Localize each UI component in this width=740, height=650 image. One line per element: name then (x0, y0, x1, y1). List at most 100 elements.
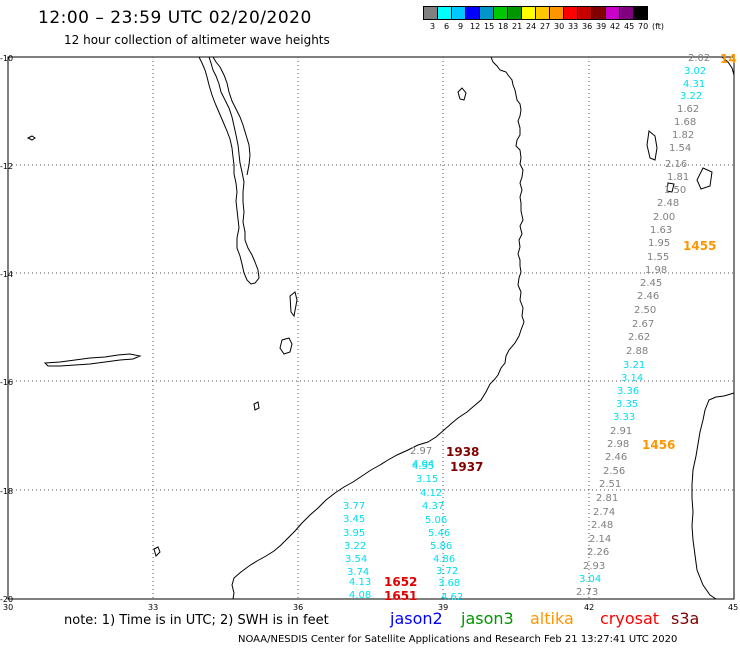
wave-height-value: 3.54 (345, 554, 368, 565)
gridlines (8, 57, 734, 599)
wave-height-value: 3.22 (680, 91, 703, 102)
wave-height-value: 4.12 (420, 488, 443, 499)
lat-tick-label: -16 (0, 378, 14, 387)
wave-height-value: 2.26 (587, 547, 610, 558)
legend-entry-jason2: jason2 (390, 609, 443, 628)
wave-height-value: 4.37 (422, 501, 445, 512)
wave-height-value: 4.04 (412, 459, 435, 470)
pass-time-label: 1455 (683, 239, 717, 253)
lon-tick-label: 39 (438, 603, 449, 612)
wave-height-value: 2.74 (593, 507, 616, 518)
wave-height-value: 1.63 (650, 225, 673, 236)
wave-height-value: 1.54 (669, 143, 692, 154)
wave-height-value: 2.16 (665, 159, 688, 170)
wave-height-value: 4.55 (412, 461, 435, 472)
colorbar-label: (ft) (652, 22, 665, 31)
wave-height-value: 3.15 (416, 474, 439, 485)
colorbar-label: 18 (498, 22, 509, 31)
colorbar-label: 42 (610, 22, 621, 31)
colorbar-label: 3 (430, 22, 436, 31)
wave-height-value: 1.98 (645, 265, 668, 276)
wave-height-value: 3.77 (343, 501, 366, 512)
pass-time-label: 1456 (642, 438, 676, 452)
wave-height-value: 1.82 (672, 130, 695, 141)
colorbar-label: 36 (582, 22, 593, 31)
map-subtitle: 12 hour collection of altimeter wave hei… (64, 33, 330, 47)
colorbar-label: 21 (512, 22, 523, 31)
wave-height-value: 2.45 (640, 278, 663, 289)
wave-height-value: 3.72 (436, 566, 459, 577)
wave-height-value: 3.36 (617, 386, 640, 397)
lon-tick-label: 30 (3, 603, 14, 612)
wave-height-value: 2.14 (589, 534, 612, 545)
lat-tick-label: -12 (0, 162, 14, 171)
wave-height-value: 1.68 (674, 117, 697, 128)
wave-height-value: 2.00 (653, 212, 676, 223)
lon-tick-label: 36 (293, 603, 304, 612)
lake-malawi (198, 56, 260, 285)
colorbar-label: 15 (484, 22, 495, 31)
wave-height-value: 2.02 (688, 53, 711, 64)
wave-height-value: 3.35 (616, 399, 639, 410)
map-title: 12:00 – 23:59 UTC 02/20/2020 (38, 8, 312, 28)
wave-height-value: 2.81 (596, 493, 619, 504)
pass-time-label: 14 (720, 52, 737, 66)
colorbar (423, 6, 648, 20)
comoros-island-3 (666, 182, 675, 193)
wave-height-value: 2.67 (632, 319, 655, 330)
lake-malawi-east-shore (212, 56, 251, 176)
wave-height-value: 5.86 (430, 541, 453, 552)
lake-chiuta (289, 291, 298, 318)
wave-height-value: 2.97 (410, 446, 433, 457)
colorbar-swatch (633, 6, 648, 20)
wave-height-value: 1.55 (647, 252, 670, 263)
wave-height-value: 2.93 (583, 561, 606, 572)
colorbar-label: 39 (596, 22, 607, 31)
wave-height-value: 2.48 (591, 520, 614, 531)
madagascar-north-tip (721, 56, 735, 76)
wave-height-value: 2.91 (610, 426, 633, 437)
pass-time-label: 1937 (450, 460, 484, 474)
wave-height-value: 1.50 (664, 185, 687, 196)
pass-time-label: 1938 (446, 445, 480, 459)
wave-height-value: 3.14 (621, 373, 644, 384)
colorbar-label: 45 (624, 22, 635, 31)
wave-height-value: 2.48 (657, 198, 680, 209)
lat-tick-label: -20 (0, 595, 14, 604)
colorbar-label: 33 (568, 22, 579, 31)
wave-height-value: 4.31 (683, 79, 706, 90)
legend-entry-cryosat: cryosat (600, 609, 660, 628)
pass-time-label: 1651 (384, 589, 418, 603)
lake-dot-nw (26, 135, 36, 141)
colorbar-label: 70 (638, 22, 649, 31)
lat-tick-label: -18 (0, 487, 14, 496)
wave-height-value: 2.73 (576, 587, 599, 598)
wave-height-value: 4.08 (349, 590, 372, 601)
coastlines (26, 56, 735, 600)
credit-line: NOAA/NESDIS Center for Satellite Applica… (238, 634, 678, 645)
wave-height-value: 2.88 (626, 346, 649, 357)
lake-cahora (253, 401, 260, 411)
wave-height-value: 2.50 (634, 305, 657, 316)
wave-height-value: 2.46 (605, 452, 628, 463)
madagascar-west-coast (691, 392, 735, 600)
wave-height-value: 2.56 (603, 466, 626, 477)
colorbar-label: 6 (444, 22, 450, 31)
pass-time-label: 1652 (384, 575, 418, 589)
colorbar-label: 24 (526, 22, 537, 31)
colorbar-label: 12 (470, 22, 481, 31)
colorbar-label: 27 (540, 22, 551, 31)
wave-height-value: 1.81 (667, 172, 690, 183)
wave-height-value: 5.06 (425, 515, 448, 526)
wave-height-value: 1.62 (677, 104, 700, 115)
lat-tick-label: -14 (0, 270, 14, 279)
legend-entry-jason3: jason3 (461, 609, 514, 628)
footer-note: note: 1) Time is in UTC; 2) SWH is in fe… (64, 613, 329, 628)
legend-entry-altika: altika (530, 609, 574, 628)
western-lake (43, 353, 142, 367)
wave-height-value: 3.21 (623, 360, 646, 371)
wave-height-value: 1.95 (648, 238, 671, 249)
zanzibar-island (457, 87, 467, 101)
